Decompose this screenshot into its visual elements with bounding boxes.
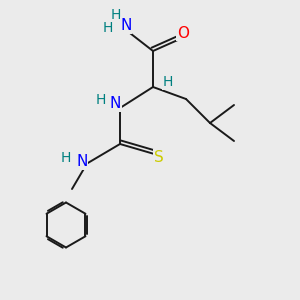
Text: N: N (110, 96, 121, 111)
Text: H: H (103, 22, 113, 35)
Text: H: H (61, 152, 71, 165)
Text: S: S (154, 150, 164, 165)
Text: O: O (177, 26, 189, 40)
Text: N: N (120, 18, 132, 33)
Text: H: H (110, 8, 121, 22)
Text: N: N (76, 154, 88, 169)
Text: H: H (163, 76, 173, 89)
Text: H: H (95, 94, 106, 107)
